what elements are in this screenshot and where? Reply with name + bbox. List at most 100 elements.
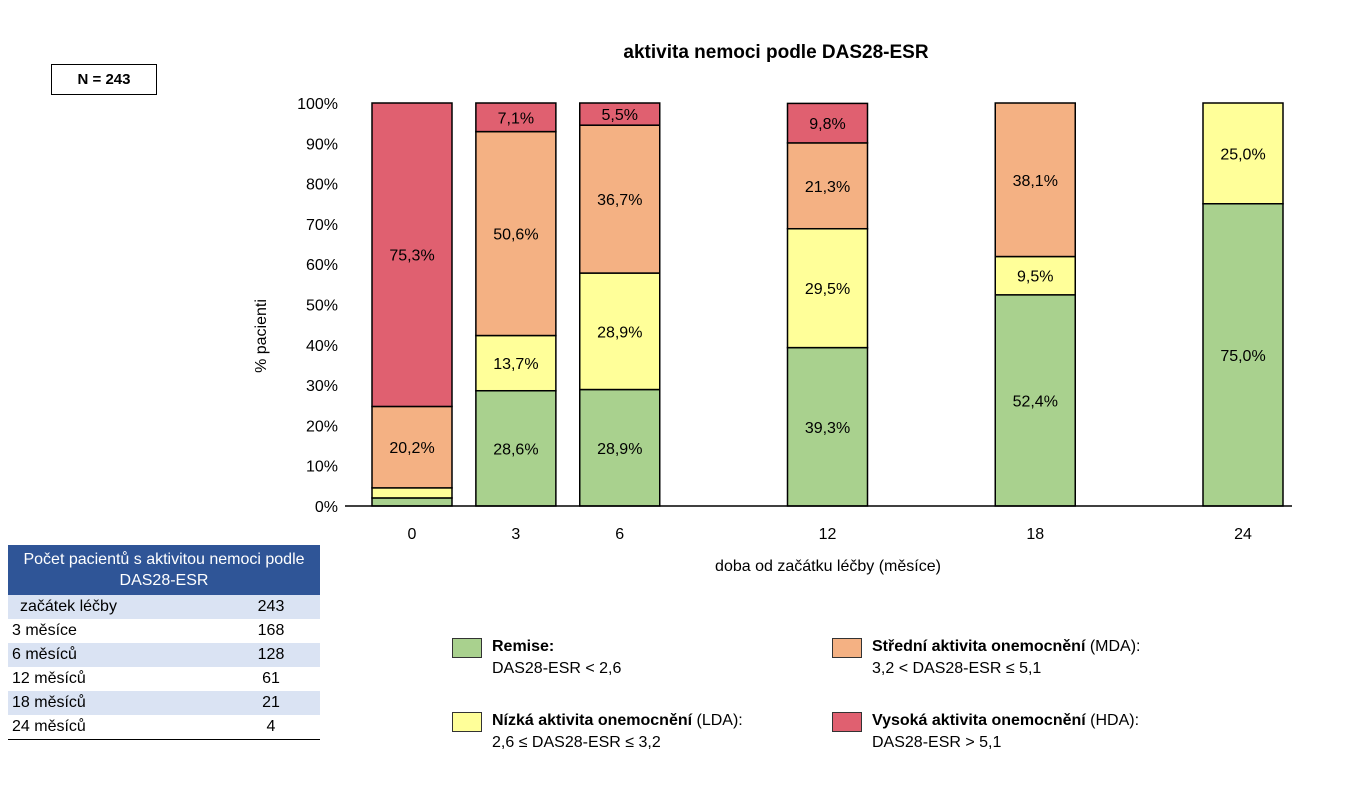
table-header: Počet pacientů s aktivitou nemoci podle … (8, 545, 320, 595)
data-label: 29,5% (805, 281, 850, 298)
x-axis-label: doba od začátku léčby (měsíce) (715, 558, 941, 575)
bar-segment (579, 272, 661, 391)
table-row: 12 měsíců 61 (8, 667, 320, 691)
legend-swatch (452, 712, 482, 732)
row-label: 3 měsíce (12, 622, 77, 639)
patient-count-table: Počet pacientů s aktivitou nemoci podle … (8, 545, 320, 740)
bar-segment (371, 497, 453, 507)
row-value: 61 (262, 670, 280, 687)
data-label: 9,5% (1017, 269, 1053, 286)
table-body: začátek léčby 243 3 měsíce 168 6 měsíců 128 12… (8, 595, 320, 740)
legend-swatch (832, 638, 862, 658)
row-label: 24 měsíců (8, 715, 222, 740)
legend-entry: Střední aktivita onemocnění (MDA): 3,2 < … (872, 636, 1141, 680)
data-label: 28,9% (597, 441, 642, 458)
bar-segment (371, 487, 453, 499)
bar-segment (786, 346, 869, 507)
y-tick-label: 70% (306, 217, 338, 234)
x-tick-label: 6 (615, 526, 624, 543)
data-label: 28,6% (493, 441, 538, 458)
row-value: 21 (222, 691, 320, 715)
y-tick-label: 30% (306, 378, 338, 395)
bar-segment (579, 124, 661, 274)
bar-segment (994, 255, 1076, 296)
legend-entry: Vysoká aktivita onemocnění (HDA): DAS28-E… (872, 710, 1139, 754)
legend-definition: DAS28-ESR < 2,6 (492, 660, 622, 677)
bar-segment (371, 102, 453, 408)
legend-swatch (832, 712, 862, 732)
data-label: 13,7% (493, 356, 538, 373)
bar-segment (1202, 102, 1284, 205)
data-label: 9,8% (809, 116, 845, 133)
bar-segment (579, 388, 661, 507)
bar-segment (786, 227, 869, 349)
x-tick-label: 18 (1026, 526, 1044, 543)
legend-entry: Nízká aktivita onemocnění (LDA): 2,6 ≤ DA… (492, 710, 743, 754)
data-label: 75,3% (389, 248, 434, 265)
x-tick-label: 12 (819, 526, 837, 543)
data-label: 28,9% (597, 324, 642, 341)
bar-segment (475, 130, 557, 337)
stacked-bar-chart: aktivita nemoci podle DAS28-ESR 0% 10% 20%… (253, 42, 1292, 575)
legend-title: Vysoká aktivita onemocnění (872, 712, 1086, 729)
table-row: 6 měsíců 128 (8, 643, 320, 667)
data-label: 5,5% (602, 107, 638, 124)
row-value: 168 (257, 622, 285, 639)
row-label: 6 měsíců (8, 643, 222, 667)
data-label: 75,0% (1220, 348, 1265, 365)
bar-segment (475, 102, 557, 133)
bar-segment (994, 294, 1076, 507)
bar-segment (1202, 203, 1284, 507)
legend-title: Střední aktivita onemocnění (872, 638, 1086, 655)
legend-definition: 3,2 < DAS28-ESR ≤ 5,1 (872, 660, 1042, 677)
legend-title: Remise: (492, 638, 555, 655)
sample-size-box: N = 243 (51, 64, 157, 95)
y-tick-label: 0% (315, 499, 338, 516)
row-value: 4 (222, 715, 320, 740)
data-label: 36,7% (597, 192, 642, 209)
legend-entry: Remise: DAS28-ESR < 2,6 (492, 636, 621, 680)
row-label: začátek léčby (8, 595, 222, 619)
bar-segment (579, 102, 661, 126)
bar-segment (786, 102, 869, 144)
legend-definition: 2,6 ≤ DAS28-ESR ≤ 3,2 (492, 734, 661, 751)
y-tick-label: 40% (306, 338, 338, 355)
data-label: 25,0% (1220, 146, 1265, 163)
data-label: 7,1% (498, 110, 534, 127)
bar-segment (475, 334, 557, 392)
legend-abbrev: (LDA): (692, 712, 743, 729)
y-tick-label: 100% (297, 96, 338, 113)
y-tick-label: 90% (306, 136, 338, 153)
table-row: 3 měsíce 168 (8, 619, 320, 643)
row-label: 12 měsíců (12, 670, 86, 687)
legend-definition: DAS28-ESR > 5,1 (872, 734, 1002, 751)
row-value: 243 (222, 595, 320, 619)
y-tick-label: 20% (306, 418, 338, 435)
bar-segment (371, 405, 453, 489)
y-axis-ticks: 0% 10% 20% 30% 40% 50% 60% 70% 80% 90% 100% (297, 96, 338, 516)
table-row: 18 měsíců 21 (8, 691, 320, 715)
legend-abbrev: (MDA): (1085, 638, 1141, 655)
y-tick-label: 10% (306, 459, 338, 476)
data-label: 20,2% (389, 440, 434, 457)
bar-segment (994, 102, 1076, 258)
y-tick-label: 50% (306, 298, 338, 315)
chart-title: aktivita nemoci podle DAS28-ESR (623, 42, 928, 63)
data-label: 21,3% (805, 179, 850, 196)
bars-group: 20,2% 75,3% 28,6% 13,7% 50,6% 7,1% 28,9% 28,9% 3… (371, 102, 1284, 507)
data-label: 38,1% (1013, 173, 1058, 190)
y-tick-label: 60% (306, 257, 338, 274)
table-row: začátek léčby 243 (8, 595, 320, 619)
row-value: 128 (222, 643, 320, 667)
data-label: 39,3% (805, 420, 850, 437)
legend-title: Nízká aktivita onemocnění (492, 712, 693, 729)
data-label: 52,4% (1013, 393, 1058, 410)
x-tick-label: 0 (408, 526, 417, 543)
x-axis-ticks: 0 3 6 12 18 24 (408, 526, 1252, 543)
bar-segment (475, 389, 557, 507)
x-tick-label: 3 (511, 526, 520, 543)
legend-abbrev: (HDA): (1085, 712, 1140, 729)
legend-swatch (452, 638, 482, 658)
x-tick-label: 24 (1234, 526, 1252, 543)
row-label: 18 měsíců (8, 691, 222, 715)
